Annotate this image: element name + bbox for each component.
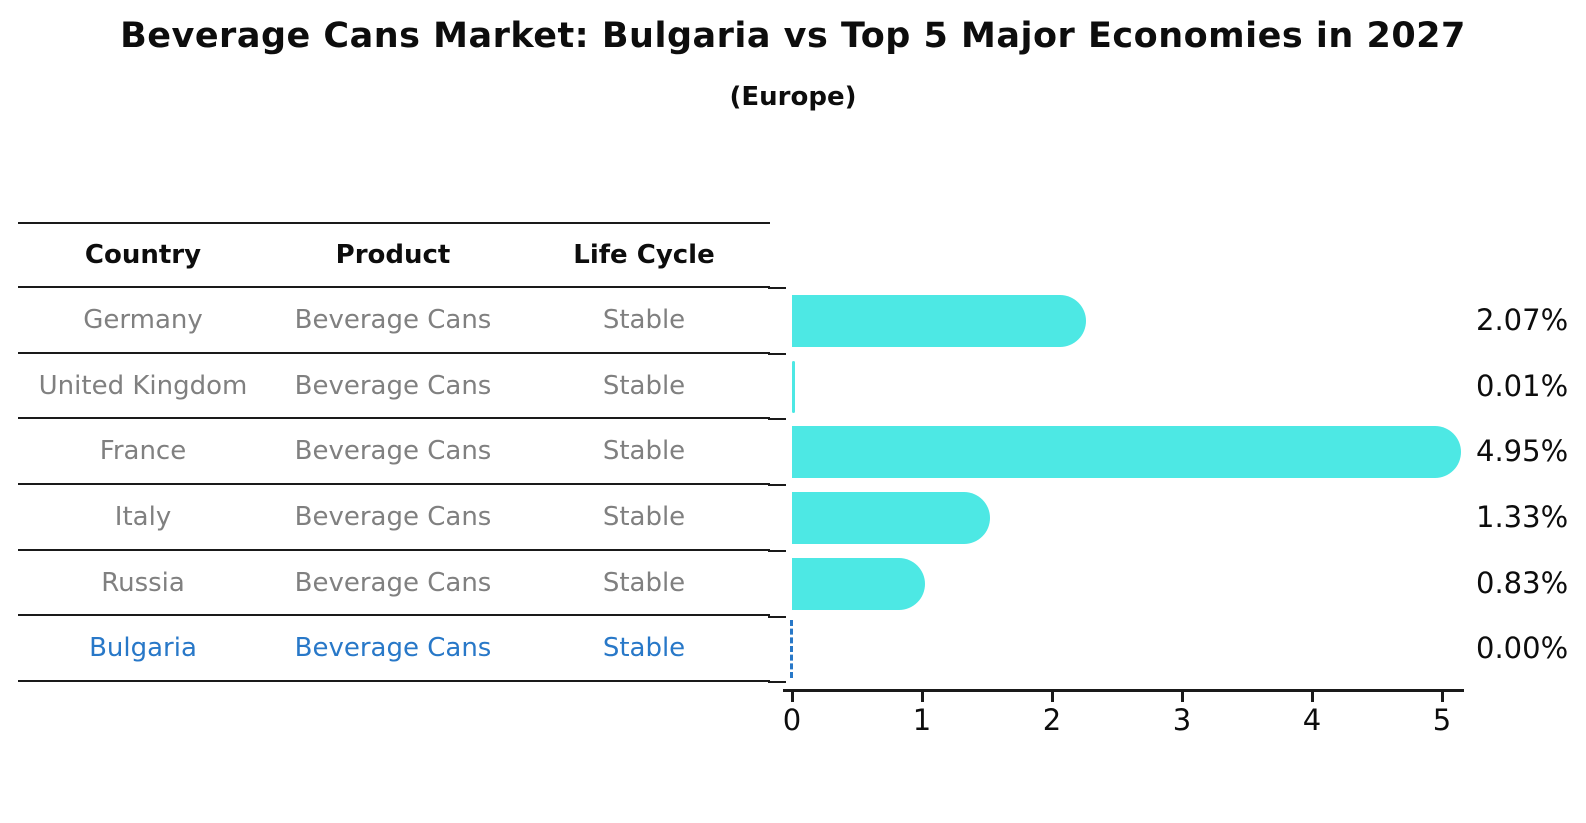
table-row: Bulgaria Beverage Cans Stable [18, 617, 770, 683]
chart-title: Beverage Cans Market: Bulgaria vs Top 5 … [120, 16, 1466, 56]
cell-country: United Kingdom [38, 370, 248, 401]
column-header-life-cycle: Life Cycle [573, 240, 715, 270]
bar-value-label: 2.07% [1476, 302, 1569, 337]
cell-life-cycle: Stable [602, 304, 686, 335]
bar [792, 491, 990, 544]
x-axis-tick [1050, 692, 1054, 702]
bar [792, 557, 925, 610]
x-axis-line [783, 689, 1464, 692]
x-axis-tick [1440, 692, 1444, 702]
cell-product: Beverage Cans [294, 370, 492, 401]
bar-value-label: 1.33% [1476, 499, 1569, 534]
x-axis-tick [790, 692, 794, 702]
table-row: Germany Beverage Cans Stable [18, 288, 770, 354]
cell-product: Beverage Cans [294, 567, 492, 598]
zero-value-dashed-marker [790, 620, 793, 679]
bar [792, 426, 1461, 479]
table-row: Russia Beverage Cans Stable [18, 551, 770, 617]
y-axis-tick [768, 352, 786, 355]
cell-product: Beverage Cans [294, 436, 492, 467]
cell-life-cycle: Stable [602, 436, 686, 467]
cell-life-cycle: Stable [602, 567, 686, 598]
cell-country: France [99, 436, 187, 467]
y-axis-tick [768, 615, 786, 618]
table-row: Italy Beverage Cans Stable [18, 485, 770, 551]
cell-life-cycle: Stable [602, 370, 686, 401]
column-header-country: Country [84, 240, 202, 270]
x-axis-tick-label: 3 [1172, 703, 1192, 737]
y-axis-tick [768, 484, 786, 487]
x-axis-tick-label: 4 [1302, 703, 1322, 737]
cell-product: Beverage Cans [294, 304, 492, 335]
cell-country: Russia [101, 567, 185, 598]
bar-value-label: 0.00% [1476, 631, 1569, 666]
table-row: France Beverage Cans Stable [18, 419, 770, 486]
x-axis-tick-label: 0 [782, 703, 802, 737]
cell-country: Bulgaria [89, 633, 197, 664]
x-axis-tick [1180, 692, 1184, 702]
x-axis-tick [1310, 692, 1314, 702]
x-axis-tick-label: 2 [1042, 703, 1062, 737]
column-header-product: Product [335, 240, 451, 270]
cell-country: Germany [83, 304, 203, 335]
y-axis-tick [768, 287, 786, 289]
cell-product: Beverage Cans [294, 633, 492, 664]
x-axis-tick-label: 1 [912, 703, 932, 737]
bar-value-label: 0.01% [1476, 368, 1569, 403]
table-row: United Kingdom Beverage Cans Stable [18, 354, 770, 420]
y-axis-tick [768, 681, 786, 684]
bar-value-label: 4.95% [1476, 434, 1569, 469]
bar [792, 360, 795, 413]
cell-product: Beverage Cans [294, 501, 492, 532]
table-header-row: Country Product Life Cycle [18, 222, 770, 288]
cell-life-cycle: Stable [602, 501, 686, 532]
cell-life-cycle: Stable [602, 633, 686, 664]
bar-value-label: 0.83% [1476, 565, 1569, 600]
x-axis-tick-label: 5 [1432, 703, 1452, 737]
cell-country: Italy [114, 501, 172, 532]
chart-subtitle: (Europe) [729, 82, 857, 112]
bar [792, 294, 1087, 347]
x-axis-tick [920, 692, 924, 702]
y-axis-tick [768, 418, 786, 421]
y-axis-tick [768, 549, 786, 552]
